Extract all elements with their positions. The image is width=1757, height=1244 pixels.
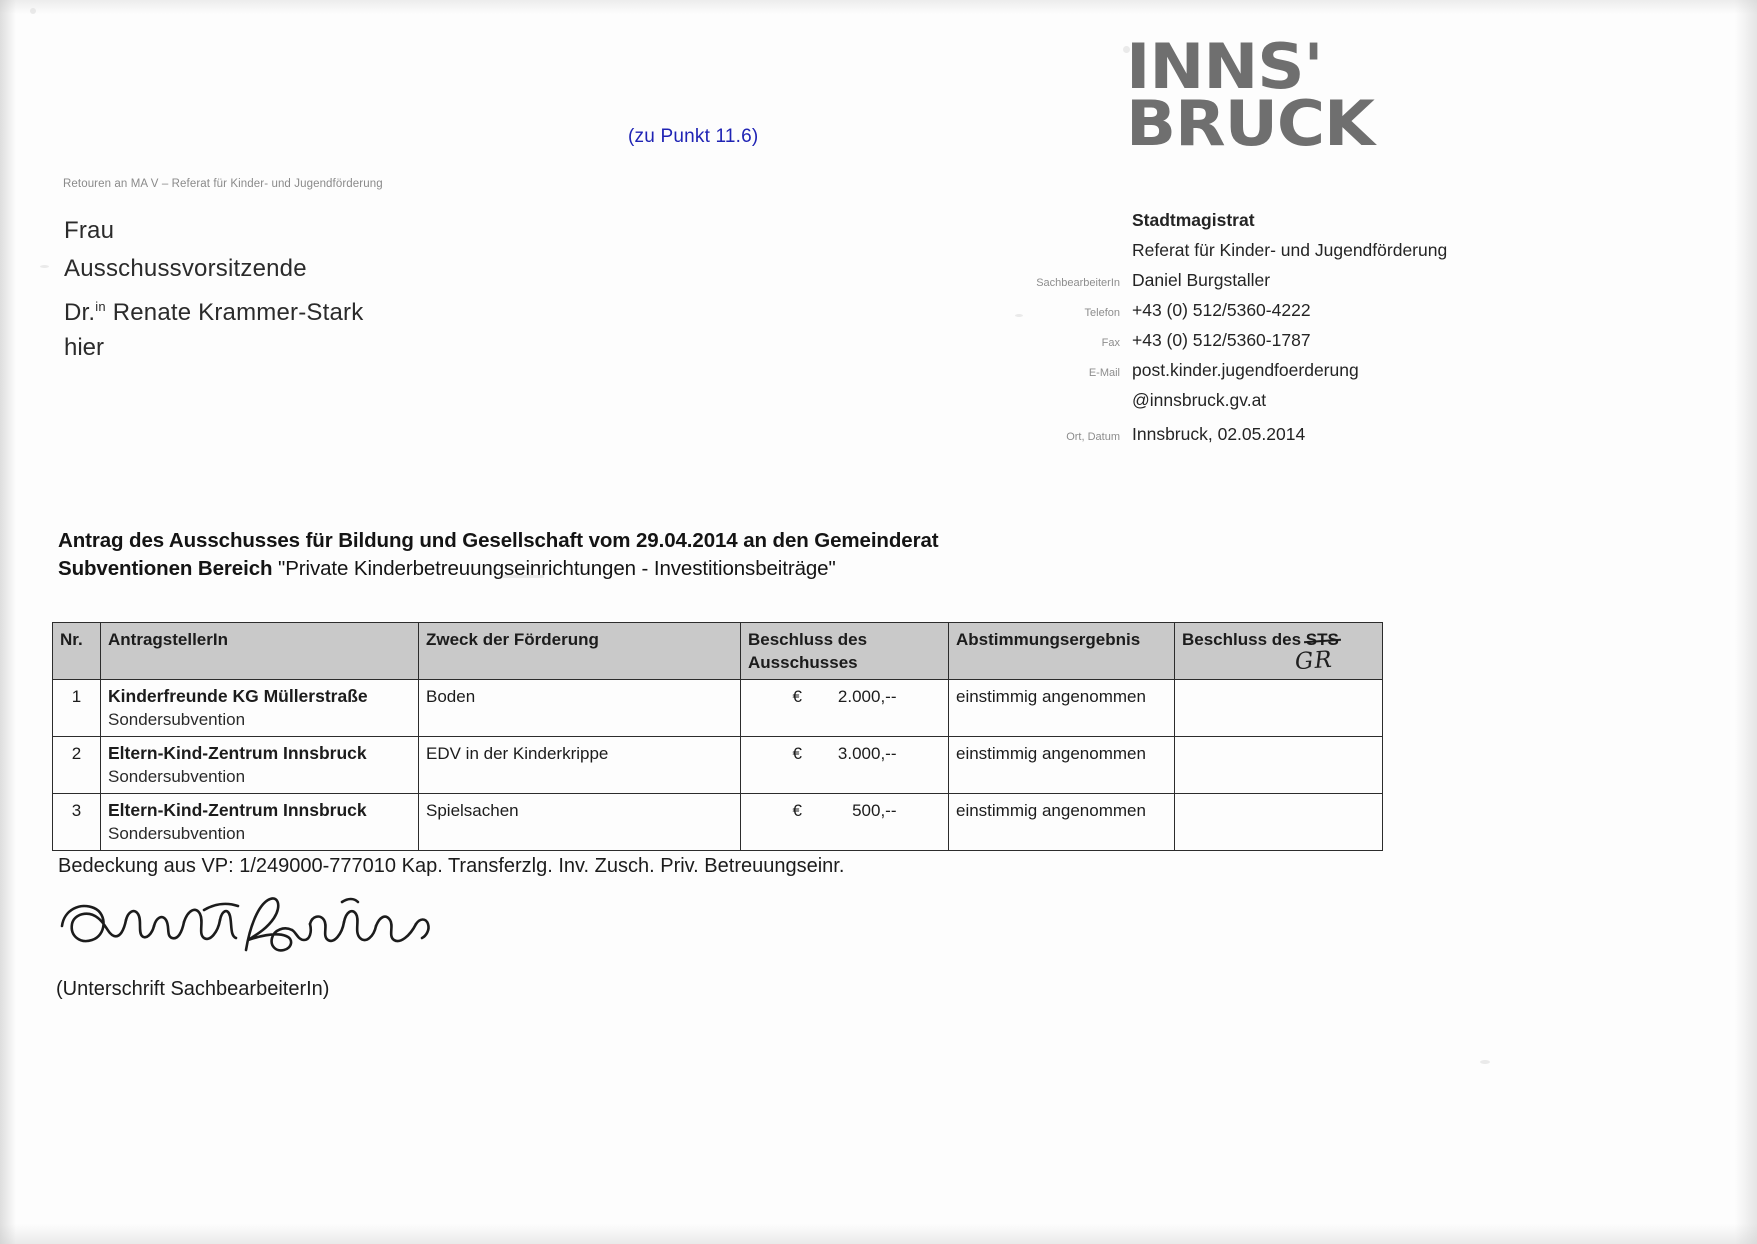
struck-through-sts: STS xyxy=(1305,630,1339,649)
scan-speck xyxy=(500,575,544,578)
column-header-vote-result: Abstimmungsergebnis xyxy=(948,622,1175,680)
table-row: 3 Eltern-Kind-Zentrum Innsbruck Sondersu… xyxy=(52,793,1383,851)
cell-vote: einstimmig angenommen xyxy=(948,679,1175,737)
recipient-salutation: Frau xyxy=(64,217,115,244)
table-header-row: Nr. AntragstellerIn Zweck der Förderung … xyxy=(52,622,1383,680)
contact-label: SachbearbeiterIn xyxy=(1036,277,1120,289)
logo-line-2: BRUCK xyxy=(1126,87,1375,161)
contact-org-row: Stadtmagistrat xyxy=(1012,208,1482,232)
heading-line-2: Subventionen Bereich "Private Kinderbetr… xyxy=(58,555,939,583)
cell-amount: €3.000,-- xyxy=(740,736,949,794)
grants-table: Nr. AntragstellerIn Zweck der Förderung … xyxy=(52,622,1383,851)
scan-speck xyxy=(1480,1060,1490,1064)
applicant-subtype: Sondersubvention xyxy=(108,824,246,843)
applicant-subtype: Sondersubvention xyxy=(108,710,246,729)
applicant-subtype: Sondersubvention xyxy=(108,767,246,786)
amount-number: 500,-- xyxy=(852,801,897,820)
sender-contact-block: Stadtmagistrat Referat für Kinder- und J… xyxy=(1012,208,1482,452)
heading-line-2-bold: Subventionen Bereich xyxy=(58,557,273,580)
grants-table-wrapper: Nr. AntragstellerIn Zweck der Förderung … xyxy=(52,622,1383,851)
contact-label: Fax xyxy=(1101,337,1120,349)
handwritten-signature xyxy=(54,892,434,962)
contact-row-fax: Fax +43 (0) 512/5360-1787 xyxy=(1012,328,1482,352)
cell-council-decision xyxy=(1174,793,1383,851)
heading-line-2-rest: "Private Kinderbetreuungseinrichtungen -… xyxy=(272,557,836,580)
return-address-line: Retouren an MA V – Referat für Kinder- u… xyxy=(63,178,383,190)
contact-department-row: Referat für Kinder- und Jugendförderung xyxy=(1012,238,1482,262)
column-header-nr: Nr. xyxy=(52,622,101,680)
column-header-applicant: AntragstellerIn xyxy=(100,622,419,680)
applicant-name: Eltern-Kind-Zentrum Innsbruck xyxy=(108,800,367,820)
agenda-point-annotation: (zu Punkt 11.6) xyxy=(628,126,759,147)
table-row: 2 Eltern-Kind-Zentrum Innsbruck Sondersu… xyxy=(52,736,1383,794)
contact-row-place-date: Ort, Datum Innsbruck, 02.05.2014 xyxy=(1012,422,1482,446)
contact-row-telefon: Telefon +43 (0) 512/5360-4222 xyxy=(1012,298,1482,322)
budget-coverage-line: Bedeckung aus VP: 1/249000-777010 Kap. T… xyxy=(58,855,845,877)
scan-speck xyxy=(1015,314,1023,317)
logo-line-1: INNS' xyxy=(1126,30,1324,103)
contact-org-value: Stadtmagistrat xyxy=(1132,210,1255,230)
cell-vote: einstimmig angenommen xyxy=(948,736,1175,794)
recipient-block: Frau Ausschussvorsitzende Dr.in Renate K… xyxy=(64,212,363,332)
cell-applicant: Eltern-Kind-Zentrum Innsbruck Sondersubv… xyxy=(100,793,419,851)
cell-amount: €2.000,-- xyxy=(740,679,949,737)
column-header-purpose: Zweck der Förderung xyxy=(418,622,741,680)
cell-nr: 1 xyxy=(52,679,101,737)
innsbruck-logo: INNS' BRUCK xyxy=(1126,30,1375,161)
scan-speck xyxy=(1123,46,1130,53)
contact-value: post.kinder.jugendfoerderung xyxy=(1132,360,1359,380)
cell-nr: 2 xyxy=(52,736,101,794)
column-header-committee-decision: Beschluss des Ausschusses xyxy=(740,622,949,680)
handwritten-gr-annotation: GR xyxy=(1294,646,1334,676)
amount-value: €2.000,-- xyxy=(748,685,941,708)
signature-caption: (Unterschrift SachbearbeiterIn) xyxy=(56,978,330,1000)
place-date-label: Ort, Datum xyxy=(1066,431,1120,443)
cell-amount: €500,-- xyxy=(740,793,949,851)
contact-label: E-Mail xyxy=(1088,367,1120,379)
amount-value: €500,-- xyxy=(748,799,941,822)
cell-purpose: EDV in der Kinderkrippe xyxy=(418,736,741,794)
applicant-name: Kinderfreunde KG Müllerstraße xyxy=(108,686,368,706)
cell-council-decision xyxy=(1174,736,1383,794)
place-date-value: Innsbruck, 02.05.2014 xyxy=(1132,424,1306,444)
cell-applicant: Eltern-Kind-Zentrum Innsbruck Sondersubv… xyxy=(100,736,419,794)
column-header-decision-line1: Beschluss des xyxy=(748,630,868,649)
recipient-name-line: Dr.in Renate Krammer-Stark xyxy=(64,288,363,332)
cell-purpose: Spielsachen xyxy=(418,793,741,851)
column-header-decision-line2: Ausschusses xyxy=(748,653,858,672)
document-heading-block: Antrag des Ausschusses für Bildung und G… xyxy=(58,527,939,583)
scan-speck xyxy=(40,265,49,268)
contact-label: Telefon xyxy=(1084,307,1120,319)
column-header-council-decision: Beschluss des STS xyxy=(1174,622,1383,680)
contact-department-value: Referat für Kinder- und Jugendförderung xyxy=(1132,240,1448,260)
cell-council-decision xyxy=(1174,679,1383,737)
applicant-name: Eltern-Kind-Zentrum Innsbruck xyxy=(108,743,367,763)
contact-row-sachbearbeiter: SachbearbeiterIn Daniel Burgstaller xyxy=(1012,268,1482,292)
table-row: 1 Kinderfreunde KG Müllerstraße Sondersu… xyxy=(52,679,1383,737)
heading-line-1: Antrag des Ausschusses für Bildung und G… xyxy=(58,529,939,552)
amount-value: €3.000,-- xyxy=(748,742,941,765)
cell-vote: einstimmig angenommen xyxy=(948,793,1175,851)
council-decision-prefix: Beschluss des xyxy=(1182,630,1306,649)
contact-email-continuation: @innsbruck.gv.at xyxy=(1132,390,1267,410)
recipient-title-suffix: in xyxy=(95,299,106,314)
scan-speck xyxy=(30,8,36,14)
recipient-delivery: hier xyxy=(64,334,105,361)
cell-nr: 3 xyxy=(52,793,101,851)
cell-purpose: Boden xyxy=(418,679,741,737)
recipient-name: Renate Krammer-Stark xyxy=(112,299,364,326)
cell-applicant: Kinderfreunde KG Müllerstraße Sondersubv… xyxy=(100,679,419,737)
amount-number: 3.000,-- xyxy=(837,744,897,763)
amount-number: 2.000,-- xyxy=(837,687,897,706)
contact-value: +43 (0) 512/5360-4222 xyxy=(1132,300,1311,320)
currency-symbol: € xyxy=(792,687,802,706)
contact-row-email: E-Mail post.kinder.jugendfoerderung xyxy=(1012,358,1482,382)
recipient-title-prefix: Dr. xyxy=(64,299,96,326)
recipient-role: Ausschussvorsitzende xyxy=(64,255,307,282)
currency-symbol: € xyxy=(792,744,802,763)
currency-symbol: € xyxy=(792,801,802,820)
contact-value: +43 (0) 512/5360-1787 xyxy=(1132,330,1311,350)
contact-value: Daniel Burgstaller xyxy=(1132,270,1271,290)
